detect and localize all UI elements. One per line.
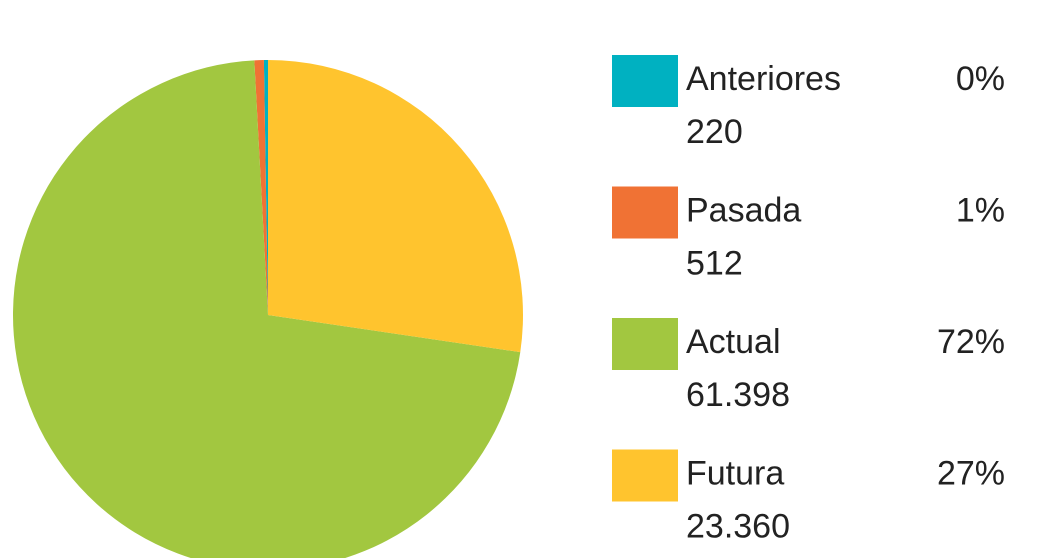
legend-label: Actual (686, 323, 781, 361)
legend-percent: 1% (956, 191, 1005, 229)
legend-percent: 0% (956, 60, 1005, 98)
legend-swatch (612, 55, 678, 107)
legend-value: 61.398 (686, 376, 790, 414)
pie-slice (268, 60, 523, 353)
pie-slice (263, 60, 268, 315)
legend-label: Pasada (686, 191, 801, 229)
legend-label: Anteriores (686, 60, 841, 98)
legend-value: 512 (686, 244, 743, 282)
legend-label: Futura (686, 454, 784, 492)
legend-value: 23.360 (686, 507, 790, 545)
legend-percent: 72% (937, 323, 1005, 361)
legend-percent: 27% (937, 454, 1005, 492)
legend-swatch (612, 318, 678, 370)
legend-swatch (612, 449, 678, 502)
legend-swatch (612, 186, 678, 239)
pie-slice (13, 60, 521, 558)
pie-slice (254, 60, 268, 316)
legend-value: 220 (686, 113, 743, 151)
